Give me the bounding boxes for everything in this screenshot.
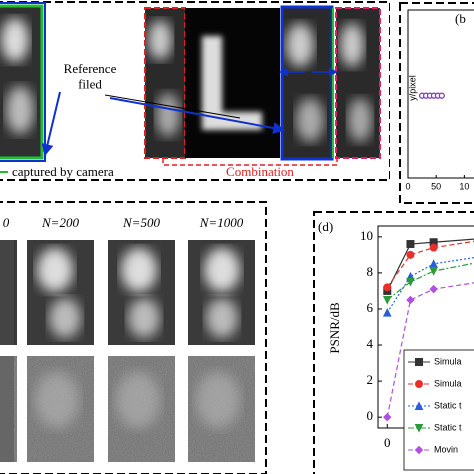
column-label: 0	[3, 215, 10, 230]
camera-label: captured by camera	[12, 164, 114, 179]
y-axis-label: y/pixel	[407, 75, 417, 101]
x-tick-label: 10	[459, 181, 469, 191]
panel-b-frame	[399, 2, 474, 204]
x-tick-label: 50	[431, 181, 441, 191]
image-blob	[204, 248, 240, 292]
image-blob	[37, 248, 73, 292]
marker	[406, 250, 415, 259]
legend-label: Static t	[434, 422, 462, 432]
legend-marker	[415, 358, 423, 366]
y-tick-label: 0	[367, 408, 374, 423]
y-tick-label: 2	[367, 372, 374, 387]
panel-c: 0 N=200 N=500 N=1000	[0, 201, 267, 474]
panel-label: (b	[455, 11, 466, 26]
marker	[429, 259, 438, 268]
legend-label: Movin	[434, 444, 458, 454]
image-partial	[0, 240, 14, 345]
plot-frame	[407, 9, 474, 179]
reference-label: Reference filed	[64, 61, 117, 92]
image-noise	[188, 356, 255, 462]
x-tick-label: 0	[405, 181, 410, 191]
chart-b: (b y/pixel 0 50 10	[405, 9, 474, 191]
legend-marker	[414, 445, 424, 455]
series-line	[386, 238, 474, 292]
chart-d: (d)PSNR/dB02468100200400SimulaSimulaStat…	[318, 219, 474, 471]
legend-label: Static t	[434, 400, 462, 410]
x-tick-label: 0	[384, 435, 391, 450]
marker	[406, 295, 415, 305]
marker	[406, 277, 415, 287]
image-blob	[206, 298, 238, 338]
combination-label: Combination	[226, 164, 294, 179]
image-left	[0, 2, 46, 162]
image-partial	[0, 356, 14, 462]
image-red-left	[144, 7, 186, 159]
image-pink-right	[335, 7, 381, 159]
legend: Simula Simula Static t Static t Movin	[403, 349, 474, 471]
panel-label: (d)	[318, 219, 333, 234]
image-blob	[128, 298, 160, 338]
point	[438, 92, 445, 99]
image-noise	[108, 356, 175, 462]
legend-label: Simula	[434, 356, 462, 366]
column-label: N=200	[41, 215, 79, 230]
image-blue-right	[280, 5, 334, 161]
column-label: N=500	[122, 215, 160, 230]
marker	[383, 283, 392, 292]
series-line	[386, 282, 474, 418]
marker	[429, 284, 438, 294]
marker	[383, 412, 392, 422]
series-line	[386, 240, 474, 288]
y-tick-label: 6	[367, 300, 374, 315]
marker	[382, 295, 392, 305]
panel-a: Reference filed captured by camera Combin…	[0, 1, 390, 181]
marker	[382, 307, 392, 317]
y-axis-label: PSNR/dB	[327, 302, 342, 354]
y-tick-label: 4	[367, 336, 374, 351]
image-blob	[121, 248, 157, 292]
legend-marker	[414, 424, 424, 433]
legend-marker	[414, 401, 424, 410]
marker	[406, 240, 415, 249]
series-line	[386, 256, 474, 313]
y-tick-label: 10	[360, 228, 373, 243]
panel-d-frame	[313, 211, 474, 474]
series-line	[386, 262, 474, 301]
image-letter-l	[185, 8, 280, 158]
image-noise	[27, 356, 94, 462]
y-tick-label: 8	[367, 264, 374, 279]
marker	[429, 267, 438, 276]
image-blob	[49, 298, 81, 338]
column-label: N=1000	[199, 215, 244, 230]
marker	[429, 243, 438, 252]
legend-label: Simula	[434, 378, 462, 388]
legend-marker	[415, 380, 423, 388]
